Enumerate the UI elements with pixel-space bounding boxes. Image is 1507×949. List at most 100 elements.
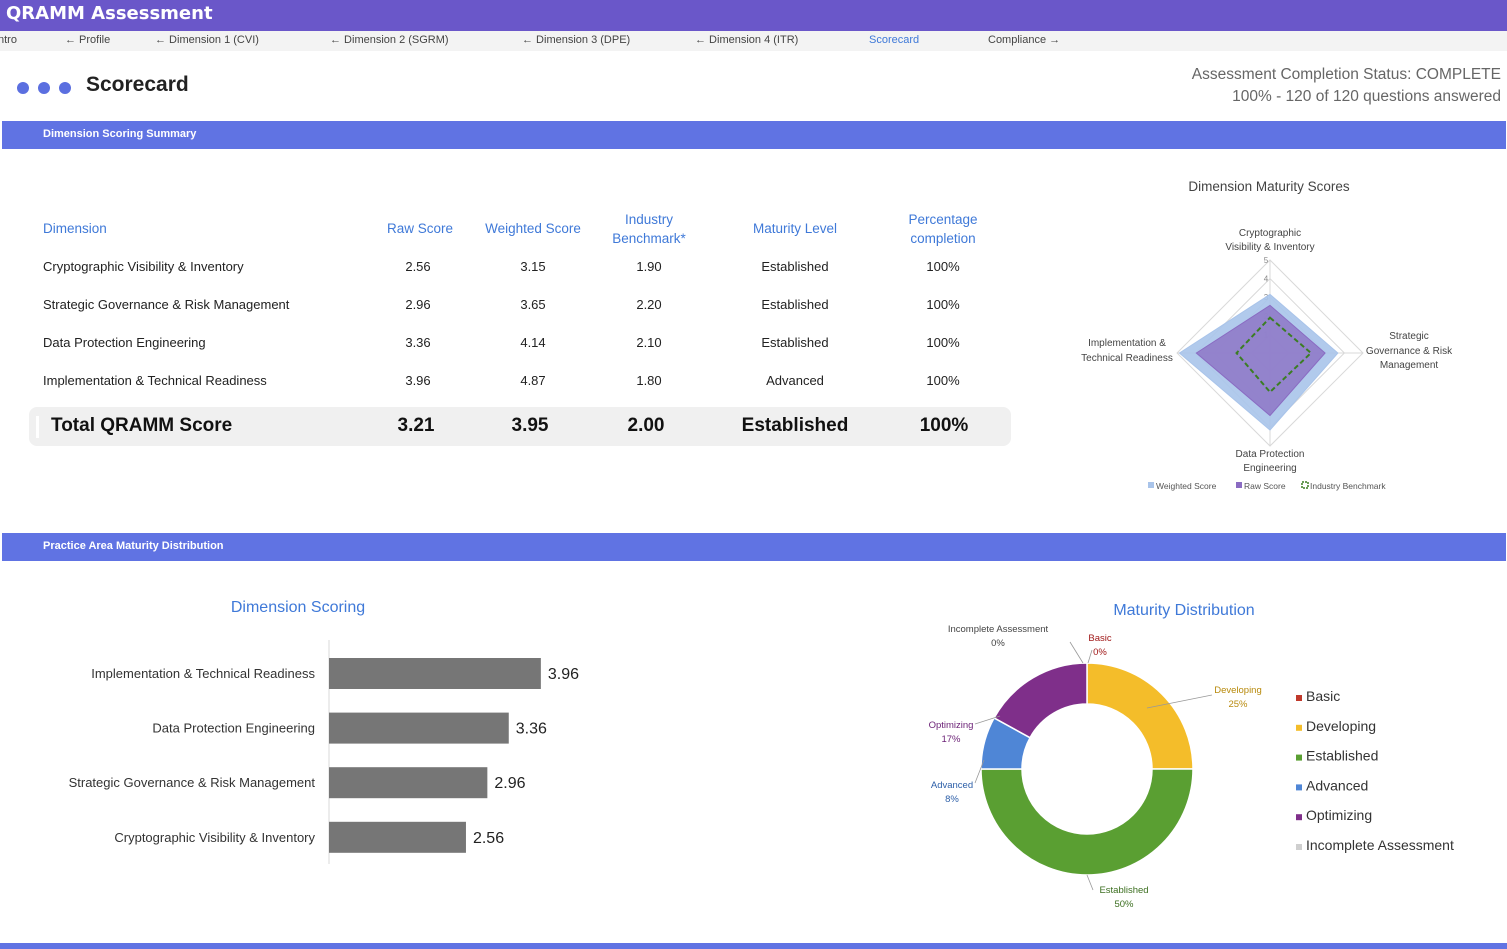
row-raw-score: 3.96	[405, 373, 431, 388]
donut-legend-label: Developing	[1306, 718, 1376, 734]
donut-data-label: Established	[1099, 885, 1148, 896]
donut-data-value: 8%	[945, 794, 959, 805]
row-weighted-score: 4.14	[520, 335, 546, 350]
donut-legend-label: Optimizing	[1306, 807, 1372, 823]
header-dimension: Dimension	[43, 221, 107, 236]
section-header-distribution: Practice Area Maturity Distribution	[2, 533, 1506, 561]
donut-data-label: Advanced	[931, 780, 973, 791]
donut-legend-label: Established	[1306, 748, 1378, 764]
section-title: Dimension Scoring Summary	[43, 128, 197, 140]
row-benchmark: 1.80	[636, 373, 662, 388]
bar-value-label: 2.96	[494, 775, 525, 792]
total-label: Total QRAMM Score	[51, 415, 233, 436]
radar-legend-swatch	[1148, 482, 1154, 488]
row-benchmark: 1.90	[636, 259, 662, 274]
donut-legend-swatch	[1296, 754, 1302, 761]
donut-legend-swatch	[1296, 724, 1302, 731]
bar-4	[329, 821, 466, 853]
donut-legend-swatch	[1296, 784, 1302, 791]
tab-dimension-1[interactable]: ← Dimension 1 (CVI)	[155, 34, 259, 46]
header-line: completion	[910, 231, 976, 246]
nav-bar: ntro ← Profile ← Dimension 1 (CVI) ← Dim…	[0, 31, 1507, 51]
donut-leader-line	[1086, 874, 1094, 891]
radar-axis-label: Technical Readiness	[1081, 353, 1173, 364]
radar-series-industry-benchmark	[1235, 316, 1313, 394]
tab-dimension-4[interactable]: ← Dimension 4 (ITR)	[695, 34, 799, 46]
row-weighted-score: 4.87	[520, 373, 546, 388]
radar-legend-swatch	[1236, 482, 1242, 488]
row-maturity: Advanced	[766, 373, 824, 388]
donut-leader-line	[974, 715, 1001, 725]
donut-slice-developing	[1086, 662, 1194, 770]
section-title: Practice Area Maturity Distribution	[43, 540, 224, 552]
completion-status-line: Assessment Completion Status: COMPLETE	[1191, 66, 1501, 83]
radar-axis-label: Strategic	[1389, 331, 1428, 342]
radar-tick-label: 5	[1264, 256, 1269, 265]
donut-legend-label: Advanced	[1306, 777, 1368, 793]
donut-leader-line	[1069, 641, 1084, 664]
bar-category-label: Implementation & Technical Readiness	[91, 666, 315, 681]
row-benchmark: 2.20	[636, 297, 662, 312]
header-weighted-score: Weighted Score	[485, 221, 581, 236]
row-weighted-score: 3.65	[520, 297, 546, 312]
row-raw-score: 2.56	[405, 259, 431, 274]
row-percentage: 100%	[926, 259, 960, 274]
header-maturity-level: Maturity Level	[752, 221, 838, 236]
radar-series-raw-score	[1195, 304, 1326, 417]
tab-dimension-2[interactable]: ← Dimension 2 (SGRM)	[330, 34, 449, 46]
bar-category-label: Data Protection Engineering	[152, 721, 315, 736]
row-dimension: Data Protection Engineering	[43, 335, 206, 350]
tab-intro[interactable]: ntro	[0, 34, 17, 46]
bar-1	[329, 658, 541, 689]
donut-chart: Basic 0% Developing 25% Established 50% Advanc…	[929, 624, 1454, 910]
radar-chart-title: Dimension Maturity Scores	[1188, 179, 1350, 194]
radar-tick-label: 4	[1264, 275, 1269, 284]
bar-chart: Implementation & Technical Readiness 3.96…	[69, 640, 579, 864]
footer-band	[0, 943, 1507, 949]
row-maturity: Established	[761, 259, 829, 274]
donut-data-label: Optimizing	[929, 720, 974, 731]
donut-data-label: Incomplete Assessment	[948, 624, 1049, 635]
row-dimension: Implementation & Technical Readiness	[43, 373, 267, 388]
donut-legend-swatch	[1296, 844, 1302, 850]
radar-legend-label: Weighted Score	[1156, 481, 1217, 491]
donut-slice-established	[980, 768, 1194, 876]
bar-category-label: Cryptographic Visibility & Inventory	[114, 830, 315, 845]
row-raw-score: 2.96	[405, 297, 431, 312]
donut-data-label: Basic	[1088, 633, 1111, 644]
row-percentage: 100%	[926, 335, 960, 350]
page-title: Scorecard	[86, 73, 189, 96]
donut-data-value: 50%	[1114, 899, 1134, 910]
bar-category-label: Strategic Governance & Risk Management	[69, 775, 316, 790]
radar-axis-label: Visibility & Inventory	[1225, 242, 1314, 253]
donut-data-value: 25%	[1228, 699, 1248, 710]
bar-value-label: 2.56	[473, 830, 504, 847]
total-maturity: Established	[741, 415, 849, 436]
header-raw-score: Raw Score	[386, 221, 454, 236]
app-title: QRAMM Assessment	[6, 3, 213, 24]
donut-leader-line	[1146, 694, 1213, 709]
tab-profile[interactable]: ← Profile	[65, 34, 111, 46]
completion-status: Assessment Completion Status: COMPLETE 1…	[1192, 64, 1501, 108]
tab-compliance[interactable]: Compliance →	[988, 34, 1061, 46]
donut-legend-label: Incomplete Assessment	[1306, 837, 1454, 853]
row-benchmark: 2.10	[636, 335, 662, 350]
completion-progress-line: 100% - 120 of 120 questions answered	[1232, 88, 1501, 105]
radar-legend-label: Raw Score	[1244, 481, 1286, 491]
tab-dimension-3[interactable]: ← Dimension 3 (DPE)	[522, 34, 631, 46]
radar-legend-swatch	[1301, 481, 1309, 489]
donut-leader-line	[1087, 649, 1093, 664]
header-line: Benchmark*	[612, 231, 686, 246]
bar-chart-title: Dimension Scoring	[230, 599, 366, 616]
row-raw-score: 3.36	[405, 335, 431, 350]
radar-axis-label: Engineering	[1243, 463, 1296, 474]
tab-scorecard[interactable]: Scorecard	[869, 34, 920, 46]
bar-3	[329, 767, 488, 799]
donut-data-value: 17%	[941, 734, 961, 745]
row-dimension: Strategic Governance & Risk Management	[43, 297, 290, 312]
donut-data-label: Developing	[1214, 685, 1262, 696]
row-percentage: 100%	[926, 297, 960, 312]
radar-legend-label: Industry Benchmark	[1310, 481, 1386, 491]
header-line: Percentage	[908, 212, 978, 227]
radar-axis-label: Management	[1380, 360, 1439, 371]
